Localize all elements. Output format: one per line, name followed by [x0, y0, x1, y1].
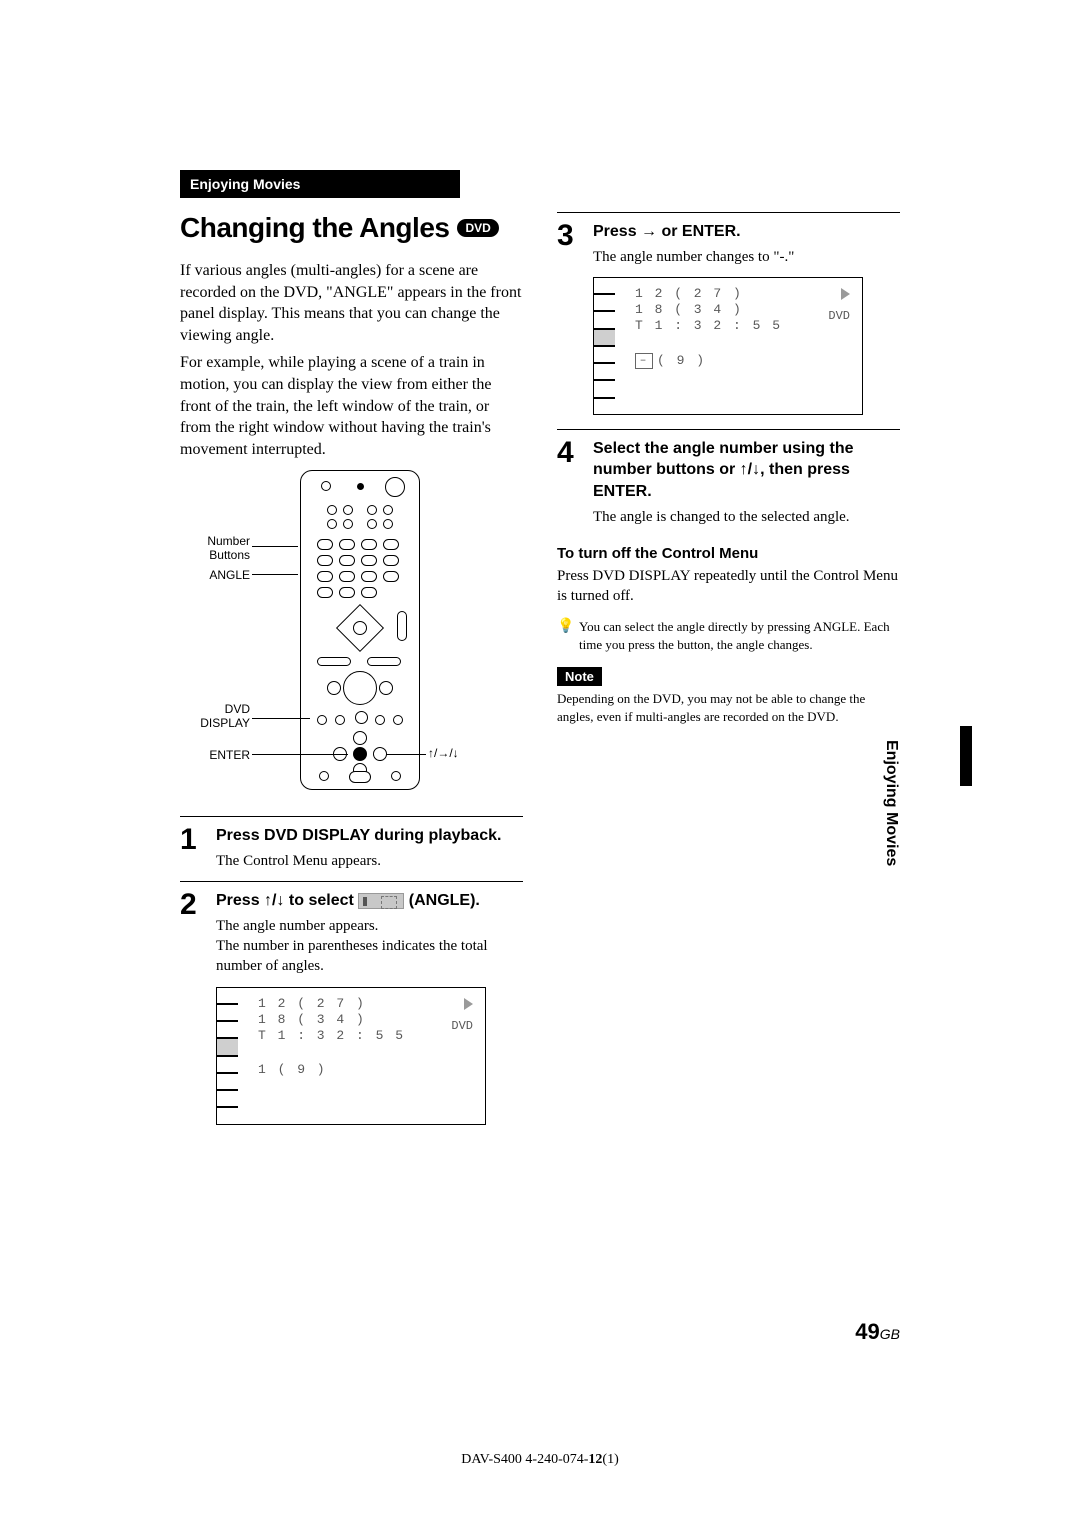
step-1-text: The Control Menu appears. [216, 851, 523, 871]
page-number: 49GB [855, 1319, 900, 1345]
step-4-number: 4 [557, 438, 579, 527]
section-header: Enjoying Movies [180, 170, 460, 198]
step-4: 4 Select the angle number using the numb… [557, 429, 900, 527]
step-3-heading: Press → or ENTER. [593, 221, 900, 243]
turnoff-heading: To turn off the Control Menu [557, 545, 900, 562]
osd-angle-value-a: 1 ( 9 ) [258, 1062, 475, 1077]
remote-outline [300, 470, 420, 790]
tip-text: You can select the angle directly by pre… [579, 618, 900, 653]
osd-line2: 1 8 ( 3 4 ) [258, 1012, 475, 1028]
note-badge: Note [557, 667, 602, 686]
manual-page: Enjoying Movies Changing the Angles DVD … [180, 170, 900, 1125]
step-1-number: 1 [180, 825, 202, 871]
dvd-badge: DVD [457, 219, 498, 237]
label-angle: ANGLE [180, 568, 250, 582]
page-title: Changing the Angles [180, 212, 449, 244]
two-column-layout: Changing the Angles DVD If various angle… [180, 212, 900, 1125]
step-4-heading: Select the angle number using the number… [593, 438, 900, 503]
step-3-text: The angle number changes to "-." [593, 247, 900, 267]
note-text: Depending on the DVD, you may not be abl… [557, 690, 900, 725]
step-3: 3 Press → or ENTER. The angle number cha… [557, 212, 900, 415]
remote-diagram: Number Buttons ANGLE DVD DISPLAY ENTER ↑… [180, 470, 523, 800]
osd-dvd-label: DVD [451, 1019, 473, 1033]
play-icon [464, 998, 473, 1010]
step-1-heading: Press DVD DISPLAY during playback. [216, 825, 523, 847]
step-2-heading: Press ↑/↓ to select (ANGLE). [216, 890, 523, 912]
step-2: 2 Press ↑/↓ to select (ANGLE). The angle… [180, 881, 523, 1124]
angle-menu-icon [358, 893, 404, 909]
side-thumb-mark [960, 726, 972, 786]
intro-paragraph-2: For example, while playing a scene of a … [180, 352, 523, 460]
osd-display-a: 1 2 ( 2 7 ) 1 8 ( 3 4 ) T 1 : 3 2 : 5 5 … [216, 987, 486, 1125]
turnoff-text: Press DVD DISPLAY repeatedly until the C… [557, 566, 900, 607]
tip-icon: 💡 [557, 618, 573, 653]
tip: 💡 You can select the angle directly by p… [557, 618, 900, 653]
osd-angle-value-b: – ( 9 ) [635, 353, 852, 369]
left-column: Changing the Angles DVD If various angle… [180, 212, 523, 1125]
label-dvd-display: DVD DISPLAY [180, 702, 250, 730]
osd-display-b: 1 2 ( 2 7 ) 1 8 ( 3 4 ) T 1 : 3 2 : 5 5 … [593, 277, 863, 415]
angle-input-box: – [635, 353, 653, 369]
step-4-text: The angle is changed to the selected ang… [593, 507, 900, 527]
step-2-number: 2 [180, 890, 202, 1124]
footer: DAV-S400 4-240-074-12(1) [0, 1452, 1080, 1468]
osd-tabs-b [593, 277, 615, 415]
osd-line1: 1 2 ( 2 7 ) [258, 996, 475, 1012]
osd-line3: T 1 : 3 2 : 5 5 [258, 1028, 475, 1044]
step-2-text: The angle number appears. The number in … [216, 916, 523, 977]
step-1: 1 Press DVD DISPLAY during playback. The… [180, 816, 523, 871]
intro-paragraph-1: If various angles (multi-angles) for a s… [180, 260, 523, 346]
label-arrows: ↑/→/↓ [428, 746, 459, 760]
right-column: 3 Press → or ENTER. The angle number cha… [557, 212, 900, 1125]
side-tab: Enjoying Movies [882, 740, 900, 866]
step-3-number: 3 [557, 221, 579, 415]
page-title-row: Changing the Angles DVD [180, 212, 523, 244]
osd-tabs-a [216, 987, 238, 1125]
play-icon [841, 288, 850, 300]
label-number-buttons: Number Buttons [180, 534, 250, 562]
label-enter: ENTER [180, 748, 250, 762]
